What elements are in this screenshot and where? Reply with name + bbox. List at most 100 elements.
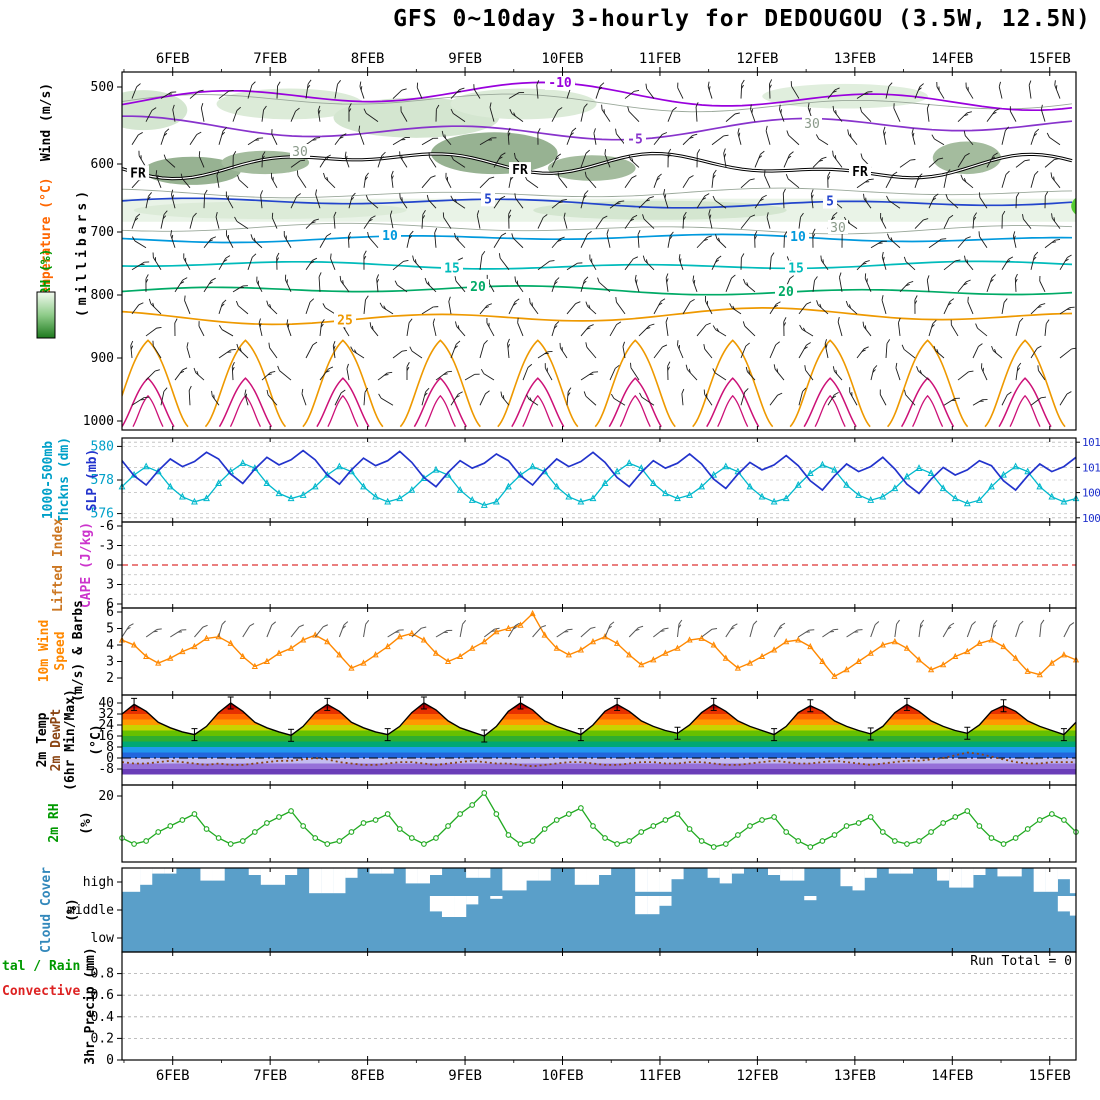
x-axis-label-bottom: 7FEB xyxy=(253,1068,287,1084)
x-axis-label-top: 15FEB xyxy=(1029,51,1071,67)
x-axis-label-bottom: 11FEB xyxy=(639,1068,681,1084)
thickness-tick: 578 xyxy=(91,473,114,488)
temp-contour-25 xyxy=(122,307,1073,326)
contour-label--10: -10 xyxy=(548,76,572,91)
panel-upper-air: -10 -5 FR FR FR 5 5 10 10 15 15 20 20 25 30 30 30 xyxy=(122,74,1076,428)
temp-contour-20 xyxy=(122,285,1073,296)
cloud-row-label-low: low xyxy=(91,931,115,946)
rh-shading-patch xyxy=(762,83,928,109)
axis-label-rh2m_u: (%) xyxy=(79,811,94,834)
rh-shading-patch xyxy=(450,88,597,120)
diurnal-orange-contour xyxy=(984,339,1066,428)
slp-tick: 1014 xyxy=(1082,436,1100,449)
cloud-bars-high xyxy=(122,868,1076,894)
axis-label-t2m: 2m Temp xyxy=(35,712,50,767)
panel-rh2m xyxy=(119,790,1079,850)
pressure-tick: 1000 xyxy=(83,414,114,429)
diurnal-orange-contour xyxy=(204,339,287,428)
wind-tick: 4 xyxy=(106,638,114,653)
x-axis-label-top: 11FEB xyxy=(639,51,681,67)
upper-air-frame xyxy=(121,71,1077,431)
wind-tick: 5 xyxy=(106,622,114,637)
diurnal-orange-contour xyxy=(886,339,969,428)
axis-label-cloud_u: (%) xyxy=(65,898,80,921)
pressure-tick: 500 xyxy=(91,80,114,95)
x-axis-label-top: 9FEB xyxy=(448,51,482,67)
pressure-tick: 600 xyxy=(91,157,114,172)
wind-tick: 3 xyxy=(106,655,114,670)
temp-contour--5 xyxy=(122,115,1073,141)
axis-label-thk2: Thckns (dm) xyxy=(57,437,72,523)
x-axis-label-top: 13FEB xyxy=(834,51,876,67)
x-axis-label-top: 8FEB xyxy=(351,51,385,67)
slp-tick: 1008 xyxy=(1082,487,1100,500)
rh-tick: 20 xyxy=(98,789,114,804)
rh-shading-patch xyxy=(533,200,787,220)
rh-shading-patch xyxy=(122,90,188,131)
axis-label-mill: (millibars) xyxy=(75,187,90,317)
diurnal-magenta-inner xyxy=(1009,394,1041,427)
li-tick: 3 xyxy=(106,578,114,593)
pressure-tick: 700 xyxy=(91,225,114,240)
x-axis-label-bottom: 6FEB xyxy=(156,1068,190,1084)
panel-precip: Run Total = 0 xyxy=(122,954,1076,1039)
temp-tick: 16 xyxy=(98,729,114,744)
temp-contour--10 xyxy=(122,81,1073,112)
rh2m-frame xyxy=(121,784,1077,863)
diurnal-orange-contour xyxy=(497,339,579,428)
axis-label-precip3h: 3hr Precip (mm) xyxy=(83,947,98,1064)
rh-shading-patch xyxy=(932,141,1002,175)
diurnal-orange-contour xyxy=(594,339,676,428)
contour-label-25: 25 xyxy=(337,313,353,328)
contour-label-10: 10 xyxy=(382,229,398,244)
axis-label-rh2m: 2m RH xyxy=(47,803,62,842)
rh-contour-line xyxy=(122,93,1073,113)
x-axis-label-bottom: 14FEB xyxy=(931,1068,973,1084)
wind-tick: 6 xyxy=(106,605,114,620)
x-axis-label-bottom: 12FEB xyxy=(736,1068,778,1084)
diurnal-magenta-contour xyxy=(803,377,857,428)
rh-line xyxy=(121,791,1077,848)
axis-label-w10c: (m/s) & Barbs xyxy=(71,600,86,702)
precip-tick: 0 xyxy=(106,1053,114,1068)
axis-label-w10b: Speed xyxy=(53,631,68,670)
diurnal-magenta-inner xyxy=(424,394,456,427)
contour-label-FR: FR xyxy=(130,166,146,181)
temp-contour-15 xyxy=(122,260,1073,270)
diurnal-magenta-inner xyxy=(912,394,944,427)
temp-tick: 40 xyxy=(98,696,114,711)
cloud-row-label-middle: middle xyxy=(67,903,114,918)
temp-contour-10 xyxy=(122,233,1073,244)
x-axis-label-top: 12FEB xyxy=(736,51,778,67)
axis-label-wind_units: Wind (m/s) xyxy=(39,83,54,161)
temp-line xyxy=(121,702,1077,737)
contour-label-5: 5 xyxy=(826,195,834,210)
axis-label-cape: CAPE (J/kg) xyxy=(79,522,94,608)
run-total-annotation: Run Total = 0 xyxy=(970,954,1072,969)
axis-label-tot_rain: tal / Rain xyxy=(2,959,80,974)
rh-shading-patch xyxy=(1071,197,1076,215)
wind-tick: 2 xyxy=(106,671,114,686)
contour-label-5: 5 xyxy=(484,192,492,207)
contour-label-20: 20 xyxy=(470,280,486,295)
thickness-tick: 576 xyxy=(91,507,114,522)
rh-contour-label: 30 xyxy=(830,221,846,236)
axis-label-thk1: 1000-500mb xyxy=(41,441,56,519)
axis-label-temperature: Temperature (°C) xyxy=(39,177,54,302)
wind10m-frame xyxy=(121,607,1077,696)
x-axis-label-top: 10FEB xyxy=(541,51,583,67)
precip-tick: 0.8 xyxy=(91,967,114,982)
diurnal-orange-contour xyxy=(692,339,774,428)
precip-tick: 0.6 xyxy=(91,988,114,1003)
precip-tick: 0.2 xyxy=(91,1031,114,1046)
rh-legend-gradient xyxy=(36,291,56,339)
x-axis-label-bottom: 13FEB xyxy=(834,1068,876,1084)
chart-title: GFS 0~10day 3-hourly for DEDOUGOU (3.5W,… xyxy=(393,6,1091,32)
axis-label-w10a: 10m Wind xyxy=(37,620,52,683)
diurnal-magenta-contour xyxy=(706,377,760,428)
temp-tick: 8 xyxy=(106,740,114,755)
x-axis-label-bottom: 8FEB xyxy=(351,1068,385,1084)
